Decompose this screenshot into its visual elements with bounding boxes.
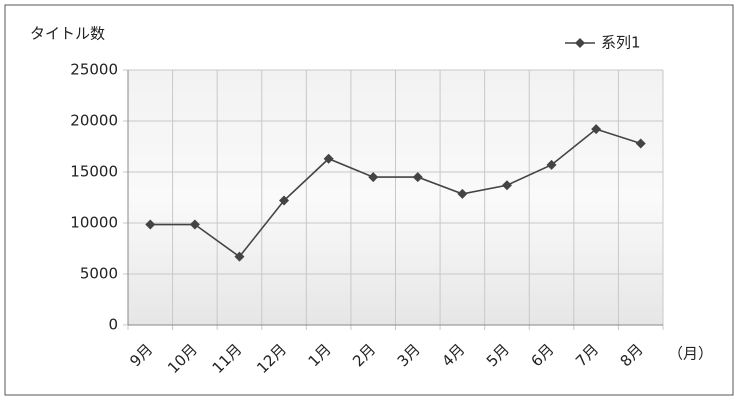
point [635, 138, 646, 149]
point [501, 180, 512, 191]
y-tick-label: 0 [108, 316, 118, 334]
point [234, 251, 245, 262]
point [279, 195, 290, 206]
x-axis-title: （月） [668, 345, 713, 363]
legend-label: 系列1 [601, 34, 641, 52]
series-line [150, 128, 641, 258]
y-tick-label: 10000 [70, 214, 118, 232]
y-axis-title: タイトル数 [30, 25, 105, 43]
y-tick-label: 20000 [70, 112, 118, 130]
point [368, 172, 379, 183]
legend-marker [575, 38, 585, 48]
y-tick-label: 25000 [70, 61, 118, 79]
point [323, 153, 334, 164]
y-tick-label: 15000 [70, 163, 118, 181]
point [412, 172, 423, 183]
y-tick-label: 5000 [80, 265, 118, 283]
point [591, 124, 602, 135]
point [145, 219, 156, 230]
point [457, 188, 468, 199]
point [546, 159, 557, 170]
point [189, 219, 200, 230]
